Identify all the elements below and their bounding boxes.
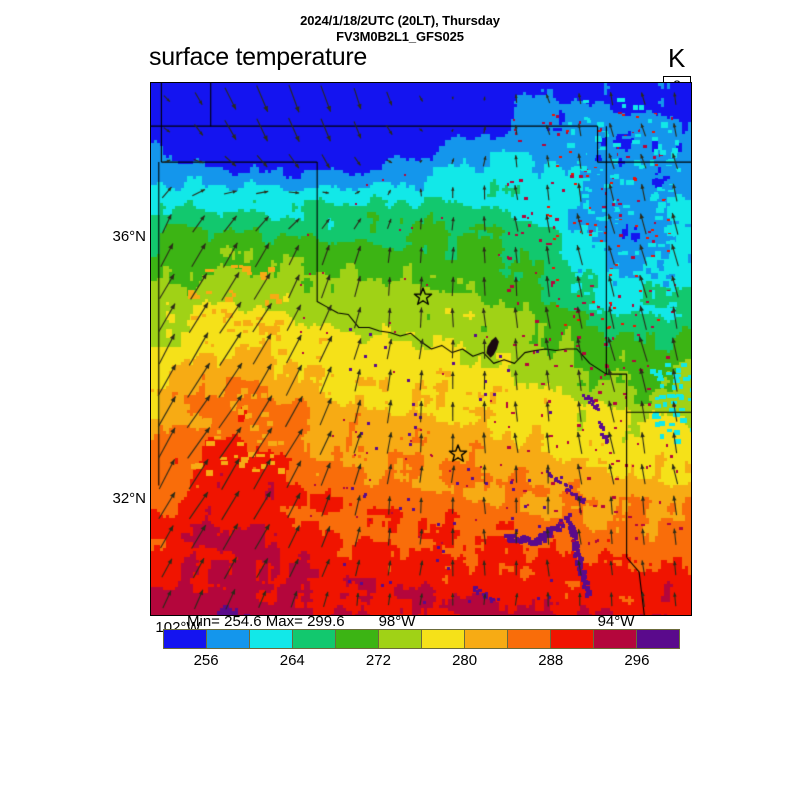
lon-label-94w: 94°W (597, 613, 635, 630)
colorbar-tick-label: 296 (624, 652, 650, 669)
colorbar (163, 629, 680, 649)
lat-label-32n: 32°N (112, 490, 146, 507)
colorbar-segment (292, 630, 335, 648)
colorbar-segment (464, 630, 507, 648)
colorbar-tick-label: 272 (365, 652, 391, 669)
unit-label: K (668, 43, 686, 73)
colorbar-segment (206, 630, 249, 648)
colorbar-tick-label: 288 (538, 652, 564, 669)
min-max-readout: Min= 254.6 Max= 299.6 (187, 613, 345, 630)
colorbar-segment (636, 630, 679, 648)
colorbar-segment (550, 630, 593, 648)
colorbar-segment (507, 630, 550, 648)
title-model: FV3M0B2L1_GFS025 (336, 29, 464, 44)
colorbar-segments (163, 629, 680, 649)
colorbar-segment (164, 630, 206, 648)
colorbar-tick-label: 256 (193, 652, 219, 669)
page-title: surface temperature (149, 43, 368, 71)
colorbar-segment (593, 630, 636, 648)
lat-label-36n: 36°N (112, 228, 146, 245)
title-date: 2024/1/18/2UTC (20LT), Thursday (300, 13, 500, 28)
lon-label-98w: 98°W (378, 613, 416, 630)
colorbar-tick-label: 280 (452, 652, 478, 669)
colorbar-segment (378, 630, 421, 648)
temperature-field-canvas[interactable] (151, 83, 691, 615)
colorbar-segment (249, 630, 292, 648)
colorbar-segment (335, 630, 378, 648)
colorbar-tick-label: 264 (279, 652, 305, 669)
colorbar-segment (421, 630, 464, 648)
map-plot-area[interactable] (150, 82, 692, 616)
